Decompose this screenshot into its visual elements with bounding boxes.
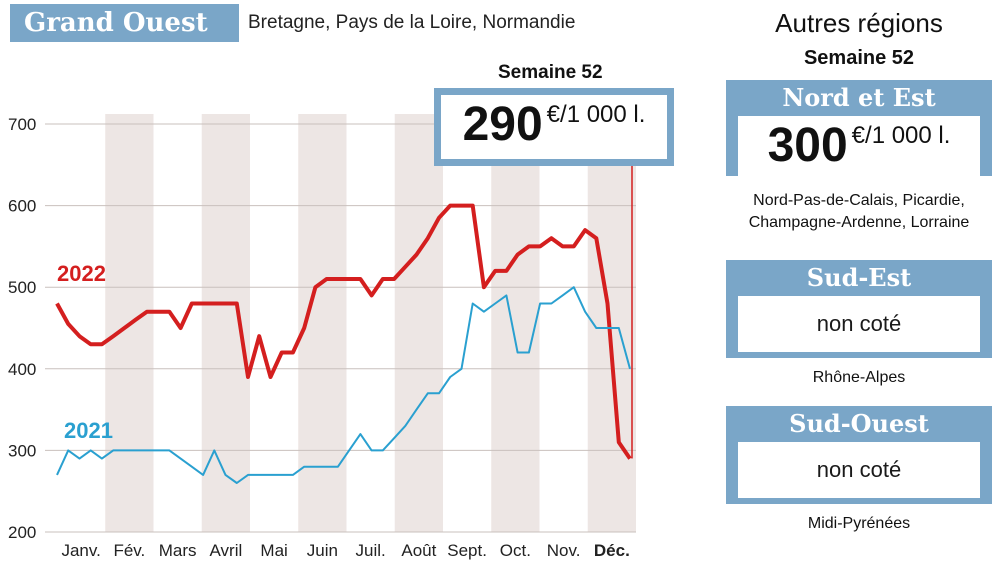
x-tick-label: Déc.: [594, 541, 630, 560]
y-tick-label: 400: [8, 360, 36, 379]
region-name: Sud-Est: [806, 263, 912, 292]
region-departments-line: Nord-Pas-de-Calais, Picardie,: [753, 192, 965, 209]
region-card-sud-ouest: Sud-Ouest non coté Midi-Pyrénées: [726, 406, 992, 543]
y-tick-label: 600: [8, 197, 36, 216]
series-label-2022: 2022: [57, 261, 106, 286]
x-tick-label: Oct.: [500, 541, 531, 560]
series-line-2022: [55, 203, 632, 460]
x-tick-label: Nov.: [547, 541, 581, 560]
region-departments: Nord-Pas-de-Calais, Picardie, Champagne-…: [726, 176, 992, 244]
x-tick-label: Juin: [307, 541, 338, 560]
series-label-2021: 2021: [64, 418, 113, 443]
region-name: Nord et Est: [782, 83, 936, 112]
region-price-box: 300 €/1 000 l.: [738, 116, 980, 176]
y-tick-label: 300: [8, 441, 36, 460]
month-band: [587, 114, 636, 532]
region-departments: Rhône-Alpes: [726, 358, 992, 397]
region-card-sud-est: Sud-Est non coté Rhône-Alpes: [726, 260, 992, 397]
region-card-nord-est: Nord et Est 300 €/1 000 l. Nord-Pas-de-C…: [726, 80, 992, 244]
week-label: Semaine 52: [498, 62, 603, 83]
y-tick-label: 700: [8, 115, 36, 134]
y-tick-label: 500: [8, 278, 36, 297]
region-departments: Midi-Pyrénées: [726, 504, 992, 543]
y-tick-label: 200: [8, 523, 36, 542]
month-band: [491, 114, 540, 532]
region-price-status: non coté: [738, 442, 980, 498]
region-departments-line: Champagne-Ardenne, Lorraine: [748, 214, 970, 231]
region-price-unit: €/1 000 l.: [851, 122, 951, 149]
current-price-box: 290 €/1 000 l.: [434, 88, 674, 166]
current-price-value: 290: [462, 98, 543, 151]
x-tick-label: Avril: [210, 541, 243, 560]
chart-subtitle: Bretagne, Pays de la Loire, Normandie: [248, 12, 576, 33]
current-price-unit: €/1 000 l.: [546, 101, 646, 128]
x-tick-label: Fév.: [113, 541, 145, 560]
chart-title-badge: Grand Ouest: [10, 4, 239, 42]
series-line-2021: [56, 286, 631, 484]
price-line-chart: 200 300 400 500 600 700 Janv. Fév. Mars Avril Mai J…: [8, 114, 636, 560]
x-tick-label: Août: [401, 541, 436, 560]
other-regions-heading: Autres régions: [775, 8, 943, 38]
month-band: [394, 114, 443, 532]
other-regions-week: Semaine 52: [803, 47, 915, 69]
region-price-status: non coté: [738, 296, 980, 352]
x-tick-label: Juil.: [356, 541, 386, 560]
region-price-value: 300: [767, 119, 848, 172]
region-name: Sud-Ouest: [789, 409, 929, 438]
x-tick-label: Janv.: [61, 541, 100, 560]
x-tick-label: Sept.: [447, 541, 487, 560]
month-band: [201, 114, 250, 532]
x-tick-label: Mars: [159, 541, 197, 560]
x-tick-label: Mai: [260, 541, 287, 560]
